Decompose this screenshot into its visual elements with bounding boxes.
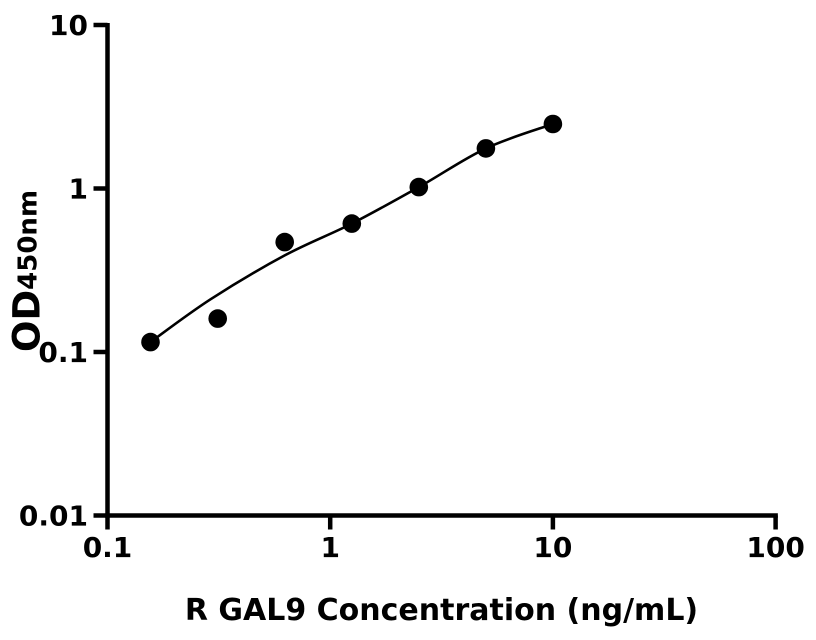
x-tick-label: 100 <box>746 531 804 564</box>
x-tick-label: 10 <box>533 531 572 564</box>
data-point <box>476 139 496 158</box>
data-point <box>543 114 563 134</box>
x-tick-label: 1 <box>320 531 339 564</box>
y-axis-title: OD450nm <box>6 190 49 352</box>
x-axis-title: R GAL9 Concentration (ng/mL) <box>185 593 698 628</box>
y-axis-title-main: OD <box>6 290 49 352</box>
y-tick-label: 10 <box>49 9 88 42</box>
data-point <box>409 177 429 197</box>
y-tick-label: 0.01 <box>19 500 88 533</box>
data-point <box>141 332 160 352</box>
data-point <box>342 214 362 233</box>
data-point <box>275 232 295 252</box>
y-tick-label: 1 <box>69 173 88 206</box>
y-axis-title-sub: 450nm <box>14 190 44 290</box>
data-point <box>208 309 227 328</box>
plot-series <box>141 114 563 352</box>
y-tick-label: 0.1 <box>38 336 88 369</box>
fit-curve <box>149 122 555 344</box>
x-tick-label: 0.1 <box>83 531 133 564</box>
